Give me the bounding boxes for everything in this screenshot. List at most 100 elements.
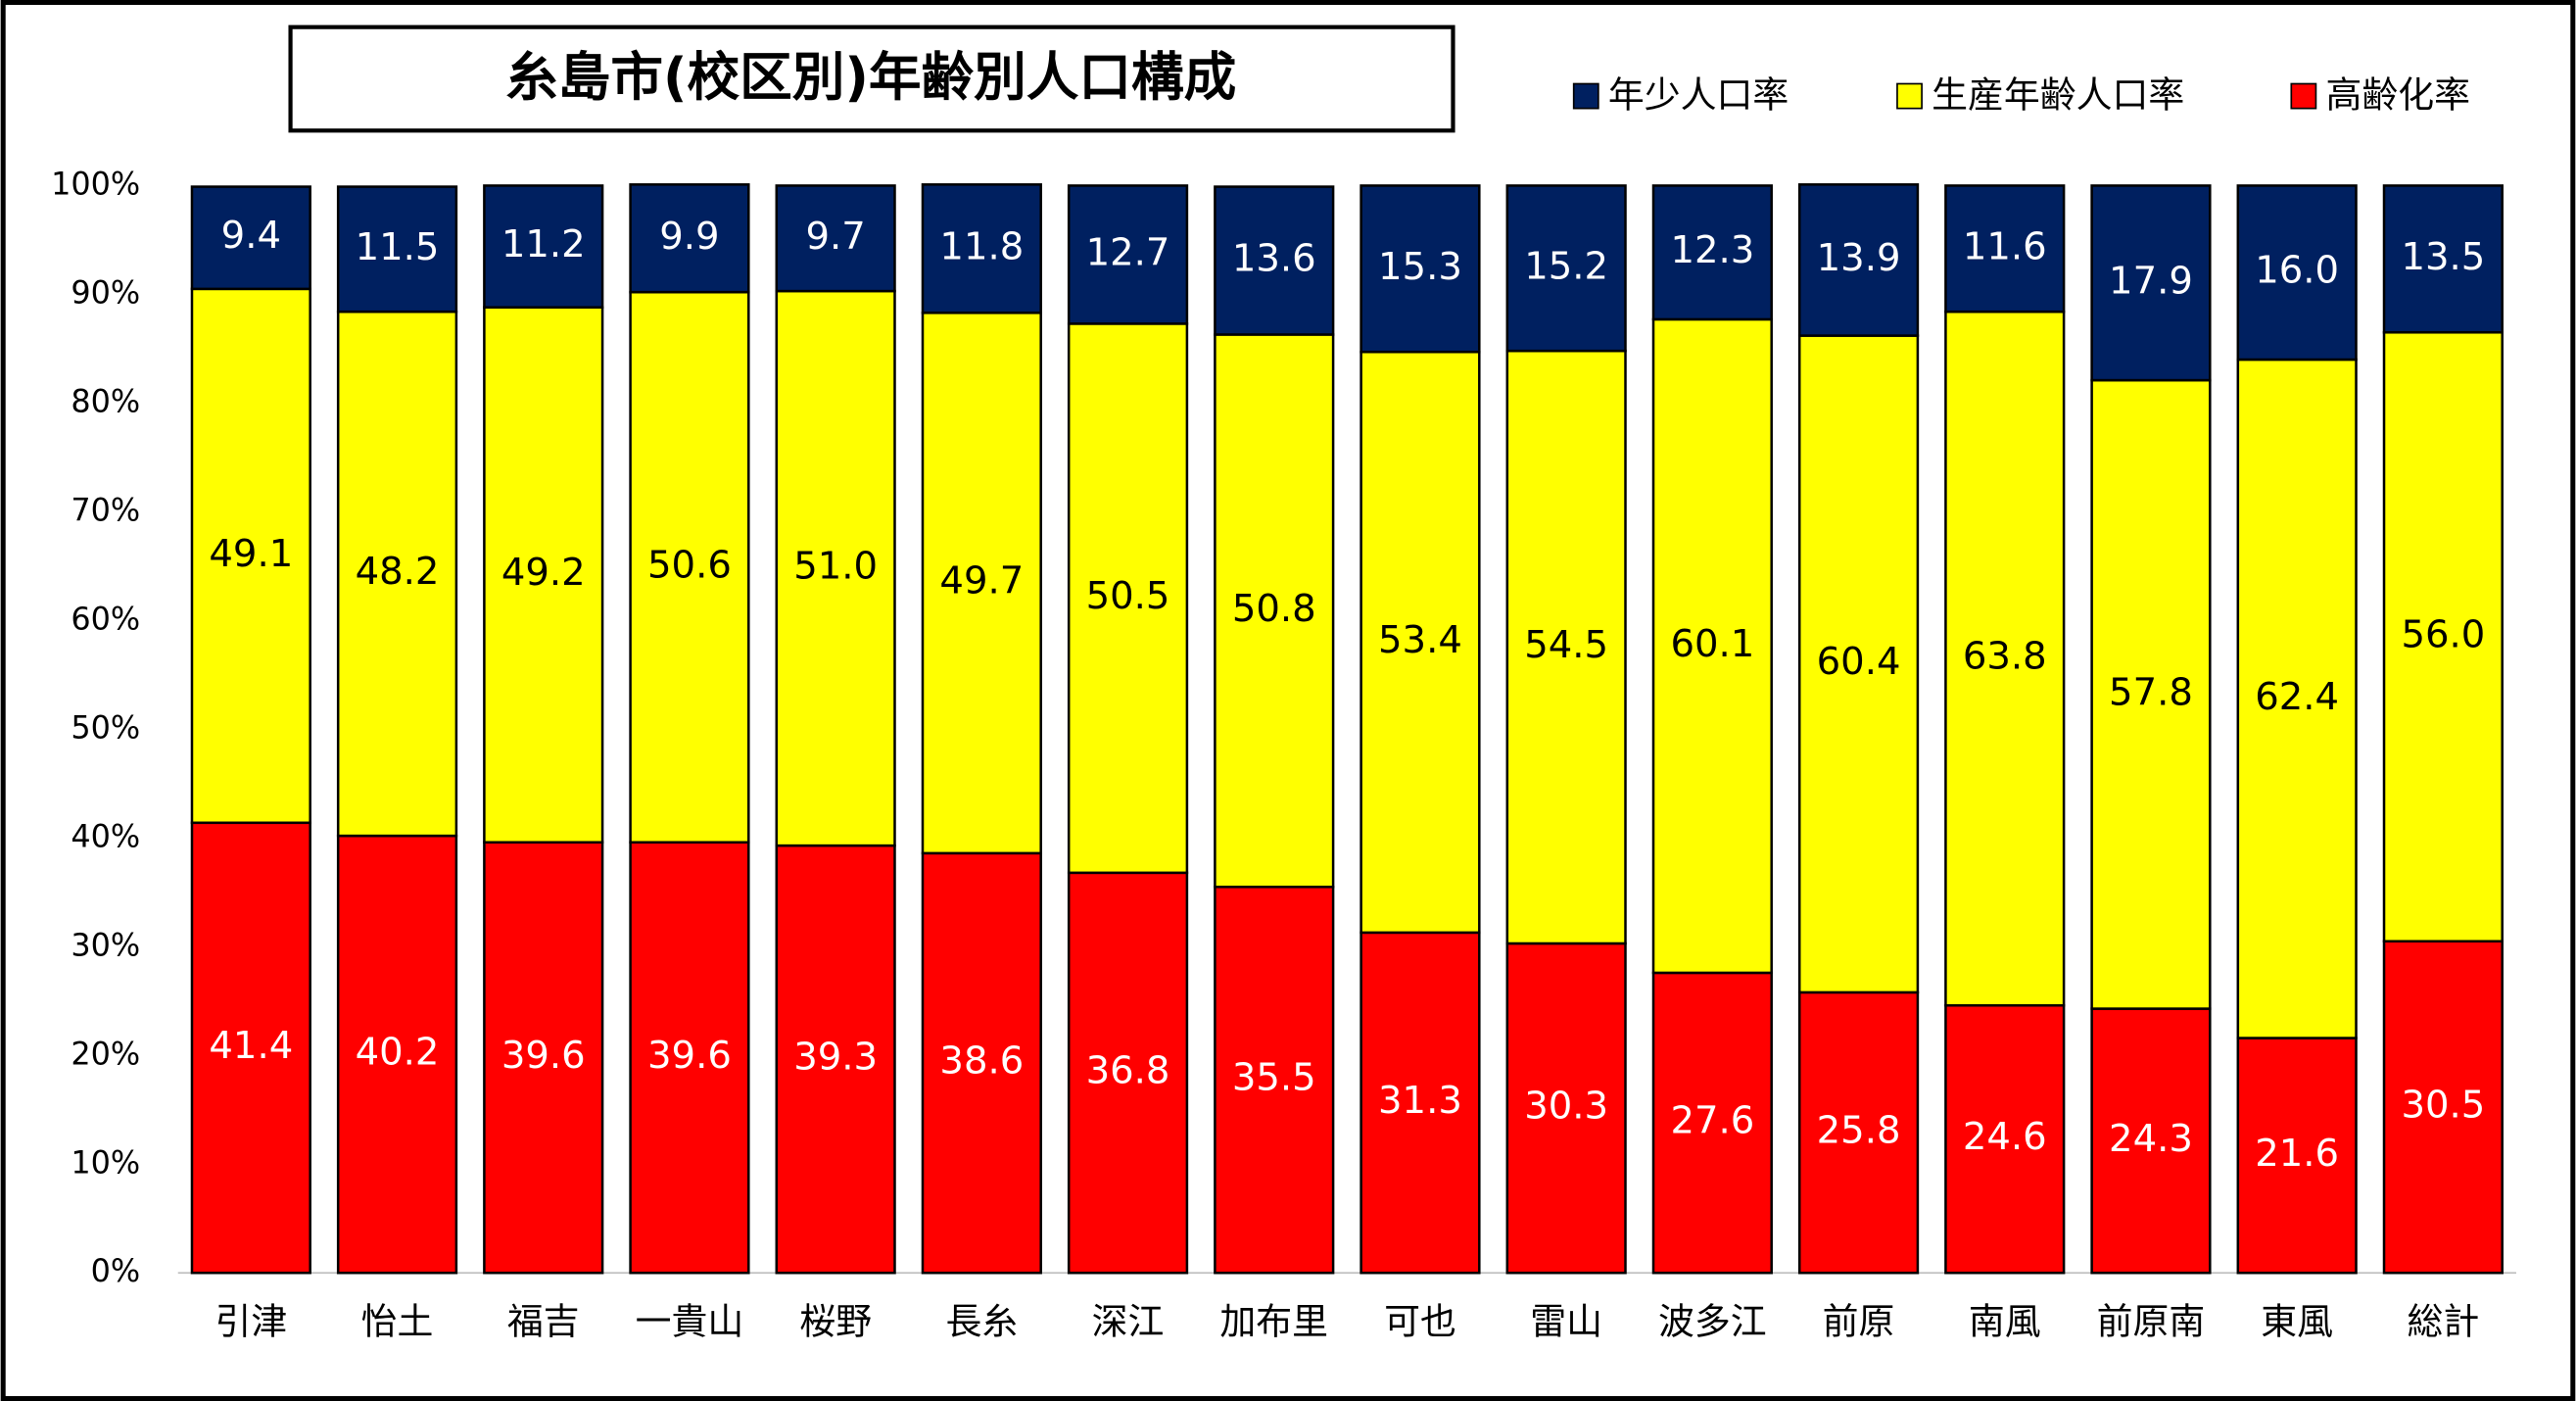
bar-segment	[190, 185, 311, 291]
x-tick-label: 深江	[1092, 1301, 1165, 1343]
data-label: 9.7	[805, 215, 865, 259]
legend-swatch	[2290, 82, 2317, 110]
x-tick-label: 波多江	[1658, 1301, 1767, 1343]
data-label: 39.6	[501, 1034, 586, 1078]
x-tick-label: 桜野	[799, 1301, 872, 1343]
data-label: 39.6	[647, 1034, 732, 1078]
y-tick-label: 30%	[71, 926, 140, 963]
data-label: 30.3	[1524, 1085, 1608, 1129]
bar-segment	[336, 834, 458, 1275]
data-label: 57.8	[2109, 670, 2193, 714]
data-label: 11.2	[501, 222, 586, 266]
bar-segment	[1214, 333, 1335, 889]
legend-label: 生産年齢人口率	[1932, 73, 2184, 116]
data-label: 17.9	[2109, 259, 2193, 303]
bar-segment	[2236, 184, 2358, 362]
data-label: 13.5	[2401, 235, 2485, 279]
data-label: 9.9	[659, 215, 719, 259]
data-label: 40.2	[356, 1031, 440, 1075]
data-label: 12.3	[1670, 228, 1754, 272]
bar-segment	[1360, 931, 1481, 1275]
data-label: 49.1	[209, 532, 293, 576]
data-label: 15.2	[1524, 244, 1608, 288]
x-tick-label: 長糸	[945, 1301, 1018, 1343]
data-label: 13.6	[1232, 237, 1316, 281]
x-tick-label: 雷山	[1530, 1301, 1602, 1343]
bar-segment	[629, 183, 750, 294]
bar-segment	[2090, 378, 2212, 1010]
legend-label: 年少人口率	[1608, 73, 1789, 116]
bar-segment	[1505, 184, 1627, 353]
data-label: 11.8	[939, 224, 1024, 268]
bar-segment	[2090, 184, 2212, 382]
x-tick-label: 福吉	[507, 1301, 580, 1343]
bar-segment	[2382, 184, 2504, 334]
data-label: 12.7	[1086, 230, 1170, 274]
bar-segment	[775, 289, 896, 847]
x-tick-label: 引津	[215, 1301, 287, 1343]
bar-segment	[1505, 942, 1627, 1275]
chart-title: 糸島市(校区別)年齢別人口構成	[505, 46, 1236, 108]
data-label: 50.5	[1086, 574, 1170, 618]
data-label: 15.3	[1378, 245, 1462, 289]
data-label: 53.4	[1378, 618, 1462, 662]
y-tick-label: 60%	[71, 600, 140, 637]
data-label: 60.4	[1817, 640, 1901, 684]
data-label: 30.5	[2401, 1083, 2485, 1127]
y-tick-label: 90%	[71, 273, 140, 311]
data-label: 25.8	[1817, 1109, 1901, 1153]
data-label: 24.6	[1963, 1115, 2047, 1159]
bar-segment	[1214, 185, 1335, 336]
x-tick-label: 一貴山	[636, 1301, 744, 1343]
bar-segment	[2090, 1007, 2212, 1275]
data-label: 48.2	[356, 550, 440, 594]
data-label: 13.9	[1817, 236, 1901, 280]
data-label: 31.3	[1378, 1079, 1462, 1123]
bar-segment	[1360, 184, 1481, 354]
legend-swatch	[1896, 82, 1923, 110]
y-tick-label: 50%	[71, 708, 140, 746]
data-label: 9.4	[221, 214, 281, 258]
bar-segment	[921, 183, 1042, 314]
data-label: 63.8	[1963, 635, 2047, 679]
bar-segment	[1651, 184, 1773, 321]
legend-label: 高齢化率	[2326, 73, 2471, 116]
bar-segment	[775, 844, 896, 1275]
y-tick-label: 80%	[71, 382, 140, 419]
data-label: 36.8	[1086, 1049, 1170, 1093]
title-box	[288, 24, 1455, 133]
data-label: 60.1	[1670, 622, 1754, 666]
x-tick-label: 南風	[1969, 1301, 2041, 1343]
bar-segment	[336, 310, 458, 838]
data-label: 38.6	[939, 1039, 1024, 1084]
bar-segment	[483, 306, 604, 845]
bar-segment	[2382, 940, 2504, 1275]
y-tick-label: 40%	[71, 817, 140, 854]
y-tick-label: 10%	[71, 1143, 140, 1181]
bar-segment	[1067, 871, 1189, 1275]
y-tick-label: 70%	[71, 491, 140, 528]
bar-segment	[1067, 184, 1189, 325]
bar-segment	[190, 287, 311, 825]
data-label: 21.6	[2255, 1132, 2339, 1176]
data-label: 51.0	[793, 545, 878, 589]
data-label: 41.4	[209, 1024, 293, 1068]
data-label: 35.5	[1232, 1056, 1316, 1100]
data-label: 27.6	[1670, 1099, 1754, 1143]
data-label: 50.8	[1232, 587, 1316, 631]
data-label: 54.5	[1524, 623, 1608, 667]
bar-segment	[1944, 1003, 2066, 1275]
x-tick-label: 前原南	[2097, 1301, 2206, 1343]
bar-segment	[2236, 358, 2358, 1039]
y-tick-label: 100%	[51, 165, 140, 202]
data-label: 62.4	[2255, 675, 2339, 719]
data-label: 11.5	[356, 225, 440, 269]
x-tick-label: 怡土	[361, 1301, 434, 1343]
x-tick-label: 総計	[2407, 1301, 2479, 1343]
bar-segment	[1944, 184, 2066, 314]
x-tick-label: 可也	[1384, 1301, 1456, 1343]
bar-segment	[1505, 349, 1627, 945]
y-tick-label: 0%	[91, 1252, 141, 1289]
bar-segment	[336, 185, 458, 314]
